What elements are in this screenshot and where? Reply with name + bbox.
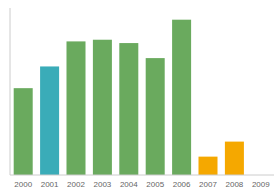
x-tick-label: 2008 [226, 180, 244, 189]
x-tick-label: 2003 [94, 180, 112, 189]
x-tick-label: 2005 [146, 180, 164, 189]
x-tick-label: 2006 [173, 180, 191, 189]
bar [14, 88, 33, 175]
chart-container: 2000 2001 2002 2003 2004 2005 2006 2007 2008 2009 [0, 0, 280, 195]
x-tick-label: 2001 [41, 180, 59, 189]
bar [66, 41, 85, 175]
bars [14, 20, 244, 175]
bar [40, 66, 59, 175]
y-axis-line [10, 8, 11, 175]
x-axis-line [10, 175, 274, 176]
x-tick-label: 2009 [252, 180, 270, 189]
bar [198, 157, 217, 175]
bar [225, 142, 244, 175]
bar [119, 43, 138, 175]
x-tick-label: 2004 [120, 180, 138, 189]
x-tick-label: 2007 [199, 180, 217, 189]
bar [146, 58, 165, 175]
bar [93, 40, 112, 175]
bar [172, 20, 191, 175]
x-tick-label: 2000 [14, 180, 32, 189]
chart: 2000 2001 2002 2003 2004 2005 2006 2007 2008 2009 [0, 0, 280, 195]
x-tick-label: 2002 [67, 180, 85, 189]
